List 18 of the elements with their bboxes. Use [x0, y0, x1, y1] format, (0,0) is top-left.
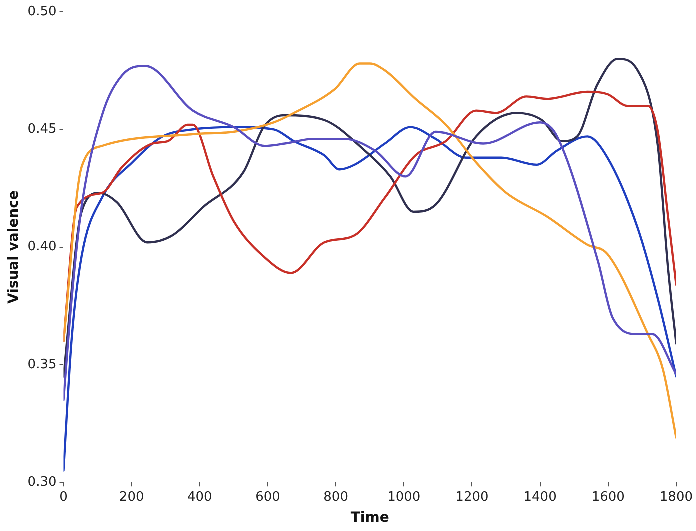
- y-tick-label: 0.45: [28, 122, 57, 138]
- y-axis-title: Visual valence: [6, 190, 22, 304]
- x-tick-label: 800: [324, 490, 348, 505]
- x-axis-title: Time: [350, 510, 390, 526]
- x-tick-label: 600: [256, 490, 280, 505]
- x-tick-label: 1800: [660, 490, 694, 505]
- x-tick-label: 200: [119, 490, 144, 505]
- x-tick-label: 1600: [592, 490, 625, 505]
- line-series: [64, 126, 676, 472]
- x-tick-label: 400: [187, 490, 212, 505]
- y-tick-label: 0.50: [28, 4, 57, 20]
- x-tick-label: 1000: [388, 490, 421, 505]
- x-tick-label: 0: [60, 490, 68, 505]
- y-tick-label: 0.35: [28, 357, 57, 372]
- y-tick-label: 0.30: [28, 474, 57, 490]
- x-tick-label: 1200: [456, 490, 489, 505]
- y-tick-label: 0.40: [28, 240, 57, 255]
- x-tick-label: 1400: [524, 490, 557, 505]
